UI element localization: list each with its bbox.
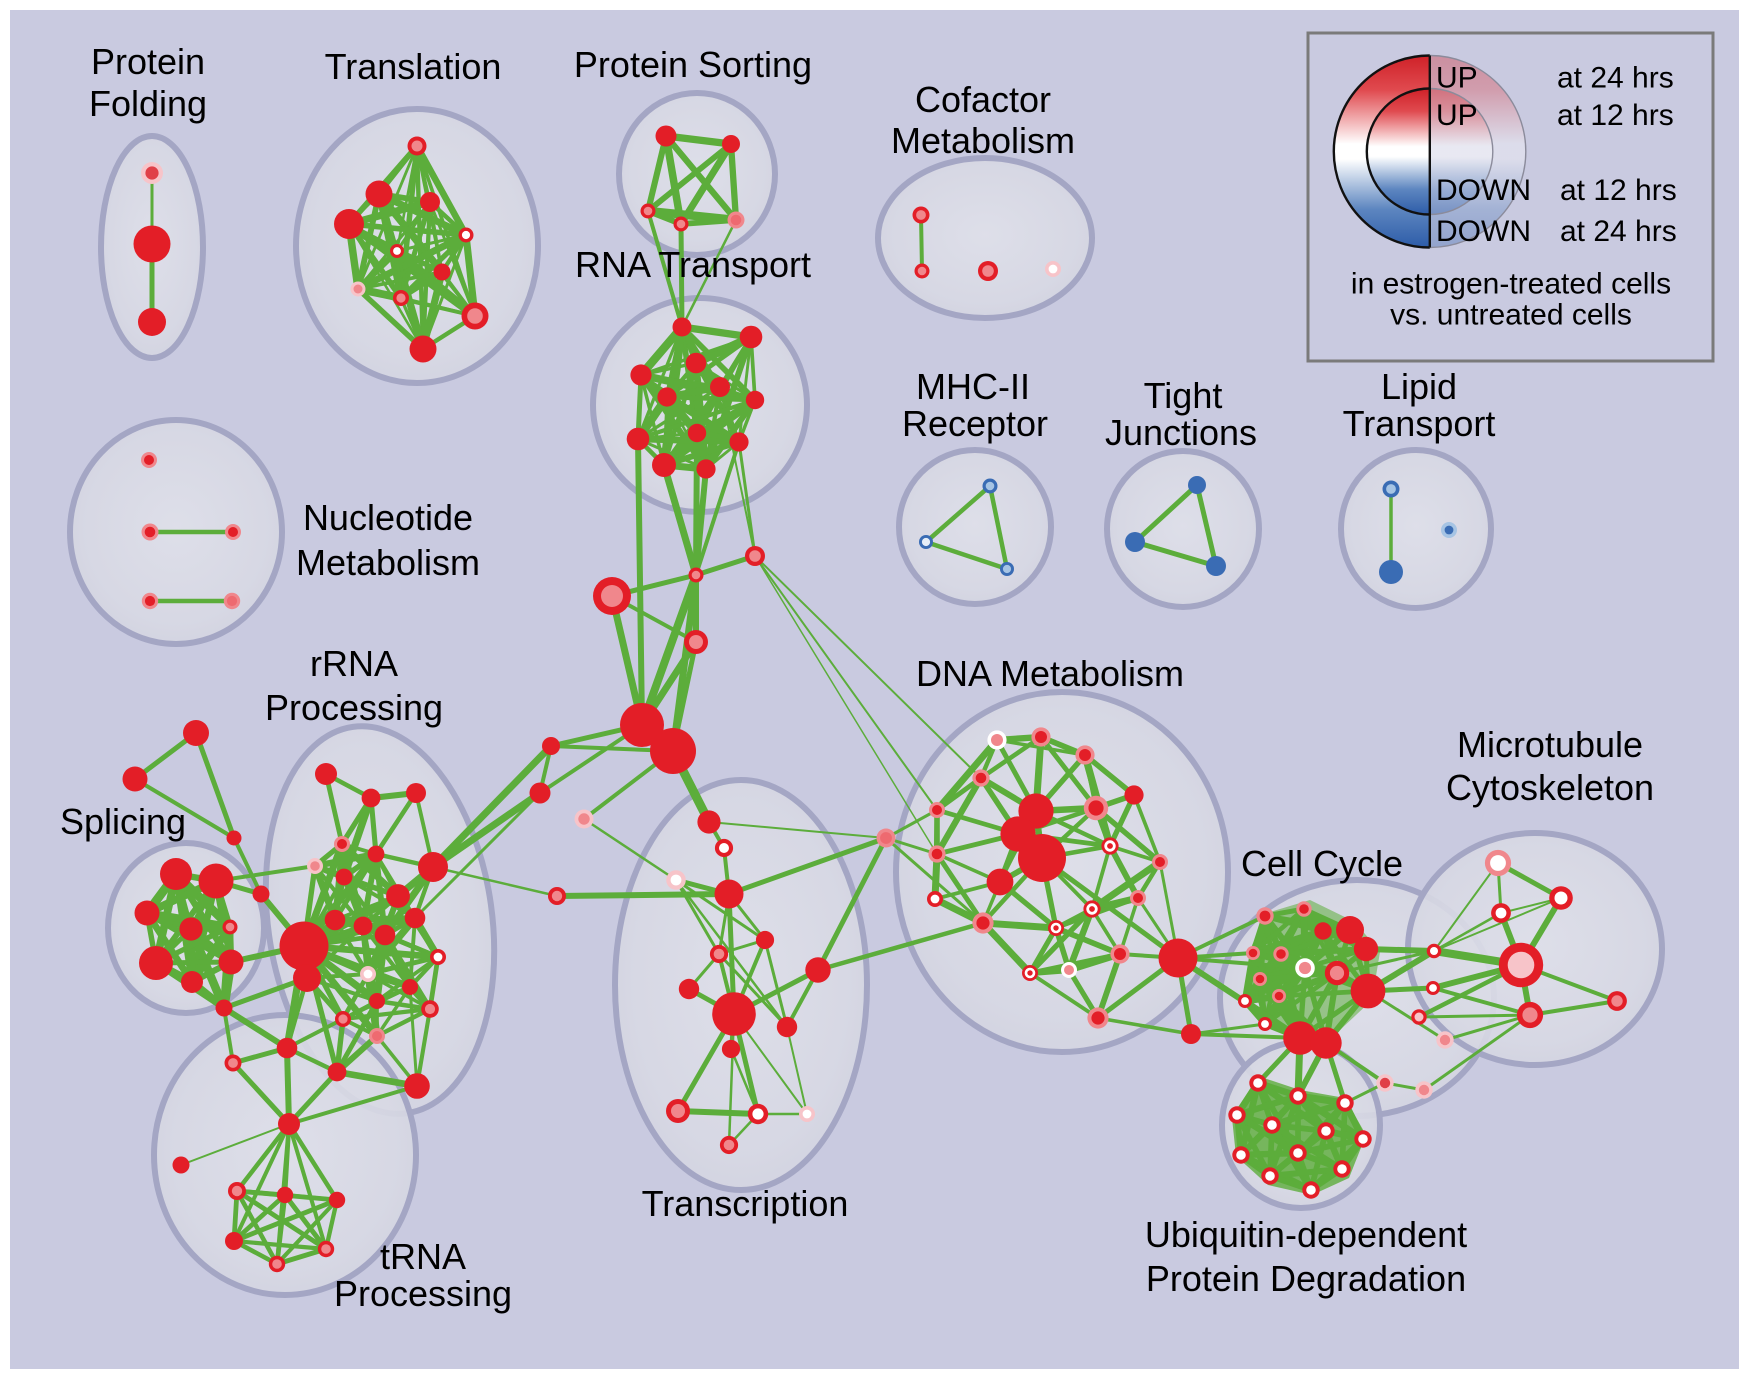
svg-text:Receptor: Receptor: [902, 403, 1048, 444]
svg-text:vs. untreated cells: vs. untreated cells: [1390, 298, 1632, 331]
svg-text:at 24 hrs: at 24 hrs: [1557, 62, 1674, 95]
svg-text:DOWN: DOWN: [1436, 215, 1531, 248]
svg-text:at 12 hrs: at 12 hrs: [1560, 174, 1677, 207]
svg-text:Cytoskeleton: Cytoskeleton: [1446, 767, 1654, 808]
svg-text:tRNA: tRNA: [380, 1236, 466, 1277]
svg-text:RNA Transport: RNA Transport: [575, 244, 811, 285]
svg-text:Metabolism: Metabolism: [296, 542, 480, 583]
svg-text:Ubiquitin-dependent: Ubiquitin-dependent: [1145, 1214, 1467, 1255]
svg-text:Transcription: Transcription: [642, 1183, 849, 1224]
svg-text:Folding: Folding: [89, 83, 207, 124]
svg-text:Cell Cycle: Cell Cycle: [1241, 843, 1403, 884]
svg-text:Junctions: Junctions: [1105, 412, 1257, 453]
svg-text:at 24 hrs: at 24 hrs: [1560, 215, 1677, 248]
svg-text:DNA Metabolism: DNA Metabolism: [916, 653, 1184, 694]
svg-text:DOWN: DOWN: [1436, 174, 1531, 207]
svg-text:Transport: Transport: [1343, 403, 1496, 444]
svg-text:Protein: Protein: [91, 41, 205, 82]
svg-text:at 12 hrs: at 12 hrs: [1557, 99, 1674, 132]
svg-text:Translation: Translation: [325, 46, 502, 87]
svg-text:rRNA: rRNA: [310, 643, 398, 684]
svg-text:Splicing: Splicing: [60, 801, 186, 842]
svg-text:UP: UP: [1436, 99, 1478, 132]
svg-text:MHC-II: MHC-II: [916, 366, 1030, 407]
svg-text:Protein Degradation: Protein Degradation: [1146, 1258, 1466, 1299]
svg-text:Processing: Processing: [265, 687, 443, 728]
svg-text:Cofactor: Cofactor: [915, 79, 1051, 120]
svg-text:Lipid: Lipid: [1381, 366, 1457, 407]
svg-text:Nucleotide: Nucleotide: [303, 497, 473, 538]
svg-text:Processing: Processing: [334, 1273, 512, 1314]
svg-text:UP: UP: [1436, 62, 1478, 95]
svg-text:in estrogen-treated cells: in estrogen-treated cells: [1351, 267, 1671, 300]
svg-text:Protein Sorting: Protein Sorting: [574, 44, 812, 85]
svg-text:Microtubule: Microtubule: [1457, 724, 1643, 765]
svg-text:Metabolism: Metabolism: [891, 120, 1075, 161]
svg-text:Tight: Tight: [1144, 375, 1223, 416]
